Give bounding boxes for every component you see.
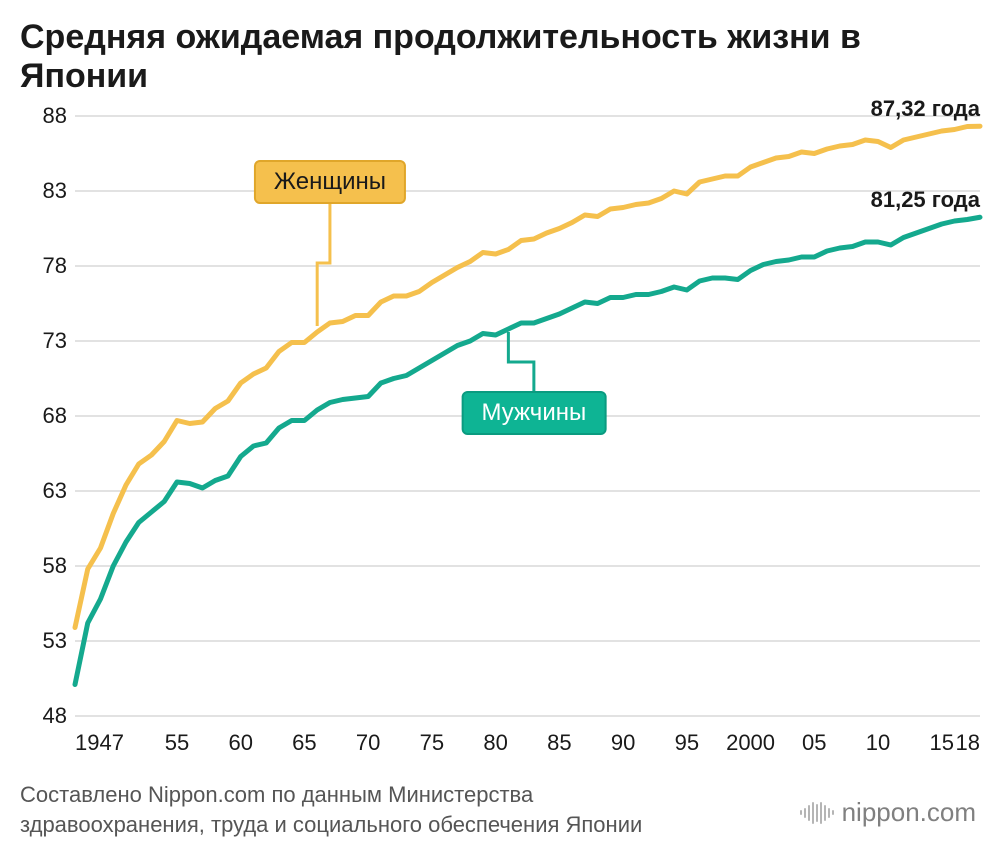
x-axis: 1947 55 60 65 70 75 80 85 90 95 2000 05 10 1518 <box>75 726 980 760</box>
y-axis: 48 53 58 63 68 73 78 83 88 <box>20 106 75 726</box>
x-tick-label: 60 <box>228 730 252 756</box>
y-tick-label: 53 <box>22 628 67 654</box>
brand-text: nippon.com <box>842 797 976 828</box>
x-tick-label: 80 <box>483 730 507 756</box>
y-tick-label: 83 <box>22 178 67 204</box>
end-label-men: 81,25 года <box>871 187 980 213</box>
plot: Женщины87,32 годаМужчины81,25 года <box>75 106 980 726</box>
x-tick-label: 05 <box>802 730 826 756</box>
y-tick-label: 58 <box>22 553 67 579</box>
chart-area: 485358636873788388 Женщины87,32 годаМужч… <box>20 106 980 726</box>
x-tick-label: 65 <box>292 730 316 756</box>
y-tick-label: 88 <box>22 103 67 129</box>
page: Средняя ожидаемая продолжительность жизн… <box>0 0 1000 856</box>
y-tick-label: 63 <box>22 478 67 504</box>
x-tick-label: 70 <box>356 730 380 756</box>
x-tick-label: 1947 <box>75 730 124 756</box>
x-tick-label: 18 <box>956 730 980 756</box>
y-tick-label: 48 <box>22 703 67 729</box>
x-tick-label: 90 <box>611 730 635 756</box>
x-tick-label: 2000 <box>726 730 775 756</box>
y-tick-label: 73 <box>22 328 67 354</box>
x-tick-label: 85 <box>547 730 571 756</box>
brand: nippon.com <box>800 797 976 828</box>
y-tick-label: 78 <box>22 253 67 279</box>
source-text: Составлено Nippon.com по данным Министер… <box>20 780 660 839</box>
x-tick-label: 55 <box>165 730 189 756</box>
x-tick-label: 75 <box>420 730 444 756</box>
end-label-women: 87,32 года <box>871 96 980 122</box>
x-tick-label: 95 <box>675 730 699 756</box>
legend-men: Мужчины <box>461 391 606 435</box>
chart-title: Средняя ожидаемая продолжительность жизн… <box>20 18 980 96</box>
brand-logo-icon <box>800 802 834 824</box>
x-tick-label: 15 <box>930 730 954 756</box>
legend-women: Женщины <box>254 160 406 204</box>
x-tick-label: 10 <box>866 730 890 756</box>
y-tick-label: 68 <box>22 403 67 429</box>
